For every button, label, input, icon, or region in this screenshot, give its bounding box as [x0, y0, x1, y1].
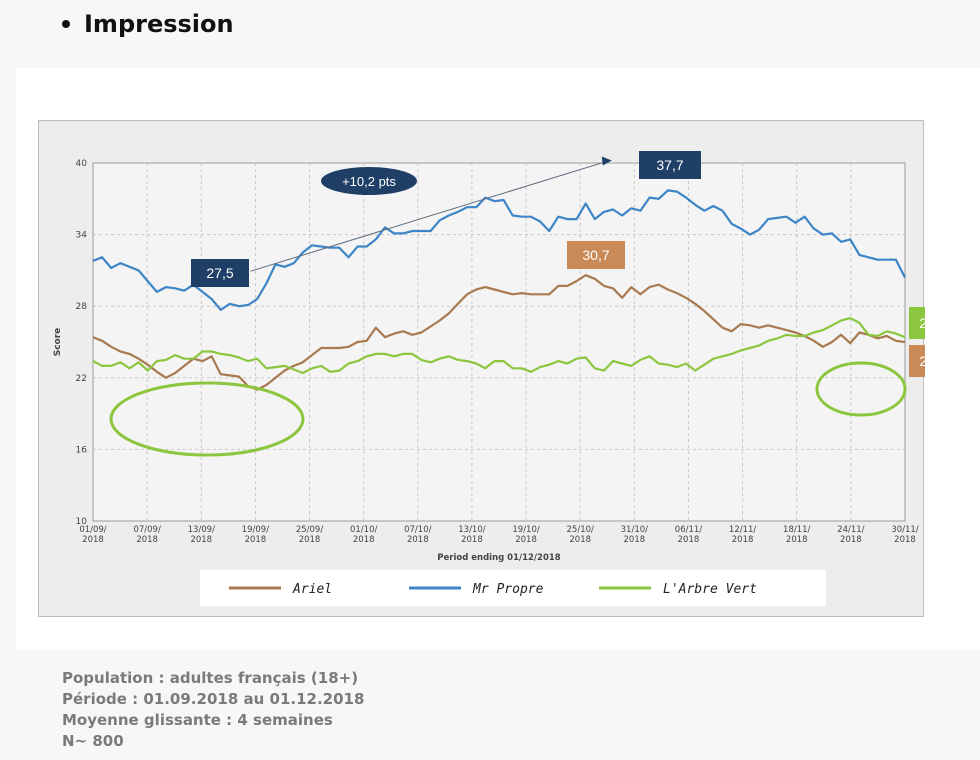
- label-arbre-vert-end: 25,4: [919, 315, 925, 331]
- y-tick-label: 40: [76, 159, 88, 169]
- series-line-ariel: [92, 274, 906, 391]
- y-axis-label: Score: [53, 328, 63, 357]
- change-arrow-line: [250, 159, 610, 272]
- label-mr-propre-start-box: [191, 259, 249, 287]
- x-tick-label: 01/10/2018: [350, 525, 377, 545]
- x-tick-label: 07/09/2018: [133, 525, 160, 545]
- chart-notes: Population : adultes français (18+) Péri…: [62, 668, 364, 752]
- y-tick-label: 22: [76, 374, 87, 384]
- note-rolling-average: Moyenne glissante : 4 semaines: [62, 711, 333, 729]
- x-tick-label: 25/10/2018: [567, 525, 594, 545]
- highlight-ellipse-left: [109, 381, 305, 457]
- legend-label-ariel: Ariel: [292, 582, 332, 597]
- legend-label-mr-propre: Mr Propre: [472, 582, 544, 597]
- y-tick-label: 16: [76, 445, 88, 455]
- x-tick-label: 25/09/2018: [296, 525, 323, 545]
- x-tick-label: 13/09/2018: [188, 525, 215, 545]
- x-tick-label: 19/09/2018: [242, 525, 269, 545]
- y-tick-label: 10: [76, 517, 88, 527]
- x-tick-label: 01/09/2018: [79, 525, 106, 545]
- label-mr-propre-peak: 37,7: [656, 157, 683, 173]
- series-line-l-arbre-vert: [92, 317, 906, 375]
- label-ariel-peak-box: [567, 241, 625, 269]
- label-mr-propre-start: 27,5: [206, 265, 233, 281]
- arrow-head-icon: [601, 156, 612, 166]
- highlight-ellipse-right: [815, 361, 907, 417]
- x-tick-label: 24/11/2018: [837, 525, 864, 545]
- heading-text: Impression: [84, 10, 234, 38]
- change-badge-label: +10,2 pts: [342, 174, 396, 189]
- legend-label-l-arbre-vert: L'Arbre Vert: [663, 582, 757, 597]
- x-tick-label: 13/10/2018: [458, 525, 485, 545]
- note-sample-size: N~ 800: [62, 732, 124, 750]
- note-population: Population : adultes français (18+): [62, 669, 359, 687]
- label-ariel-end-box: [909, 345, 925, 377]
- x-tick-label: 30/11/2018: [891, 525, 918, 545]
- label-ariel-peak: 30,7: [582, 247, 609, 263]
- y-tick-label: 28: [76, 302, 88, 312]
- change-badge: [321, 167, 417, 195]
- label-arbre-vert-end-box: [909, 307, 925, 339]
- x-tick-label: 07/10/2018: [404, 525, 431, 545]
- legend-box: [200, 570, 826, 606]
- label-mr-propre-peak-box: [639, 151, 701, 179]
- line-chart: 10 16 22 28 34 40 01/09/2018 07/09/2018 13/09/20…: [53, 151, 925, 606]
- x-tick-label: 12/11/2018: [729, 525, 756, 545]
- x-tick-label: 18/11/2018: [783, 525, 810, 545]
- x-tick-label: 06/11/2018: [675, 525, 702, 545]
- label-ariel-end: 25,1: [919, 353, 925, 369]
- section-heading: Impression: [62, 10, 234, 38]
- chart-frame: 10 16 22 28 34 40 01/09/2018 07/09/2018 13/09/20…: [38, 120, 925, 617]
- x-tick-label: 31/10/2018: [621, 525, 648, 545]
- chart-card: 10 16 22 28 34 40 01/09/2018 07/09/2018 13/09/20…: [16, 68, 980, 650]
- x-tick-label: 19/10/2018: [512, 525, 539, 545]
- y-tick-label: 34: [76, 231, 88, 241]
- plot-area: [92, 162, 906, 522]
- bullet-icon: [62, 20, 70, 28]
- note-period: Période : 01.09.2018 au 01.12.2018: [62, 690, 365, 708]
- x-axis-label: Period ending 01/12/2018: [437, 553, 561, 563]
- series-line-mr-propre: [92, 189, 906, 311]
